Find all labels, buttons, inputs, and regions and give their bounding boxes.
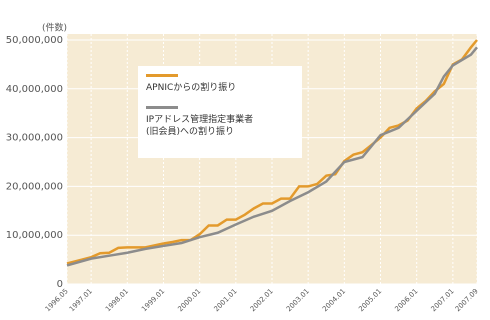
x-tick-label: 1997.01 bbox=[68, 287, 94, 313]
y-tick-label: 50,000,000 bbox=[6, 35, 63, 46]
x-tick-label: 2002.01 bbox=[249, 287, 275, 313]
legend: APNICからの割り振り IPアドレス管理指定事業者 (旧会員)への割り振り bbox=[138, 66, 302, 158]
y-tick-label: 10,000,000 bbox=[6, 230, 63, 241]
y-tick-label: 20,000,000 bbox=[6, 181, 63, 192]
x-tick-label: 2006.01 bbox=[393, 287, 419, 313]
legend-swatch bbox=[146, 74, 178, 77]
x-tick-label: 1996.05 bbox=[44, 287, 70, 313]
x-tick-label: 2007.01 bbox=[430, 287, 456, 313]
legend-swatch bbox=[146, 106, 178, 109]
x-tick-label: 2003.01 bbox=[285, 287, 311, 313]
y-tick-label: 30,000,000 bbox=[6, 133, 63, 144]
x-tick-label: 2005.01 bbox=[357, 287, 383, 313]
x-tick-label: 2007.09 bbox=[454, 287, 480, 313]
x-tick-label: 2004.01 bbox=[321, 287, 347, 313]
series-line bbox=[66, 46, 478, 267]
legend-label: IPアドレス管理指定事業者 (旧会員)への割り振り bbox=[146, 115, 254, 137]
x-tick-label: 2001.01 bbox=[213, 287, 239, 313]
x-tick-label: 2000.01 bbox=[176, 287, 202, 313]
y-axis-label: (件数) bbox=[42, 22, 67, 34]
x-tick-label: 1999.01 bbox=[140, 287, 166, 313]
x-tick-label: 1998.01 bbox=[104, 287, 130, 313]
series-line bbox=[66, 39, 478, 265]
y-tick-label: 40,000,000 bbox=[6, 84, 63, 95]
legend-label: APNICからの割り振り bbox=[146, 83, 237, 93]
y-tick-label: 0 bbox=[57, 279, 63, 290]
